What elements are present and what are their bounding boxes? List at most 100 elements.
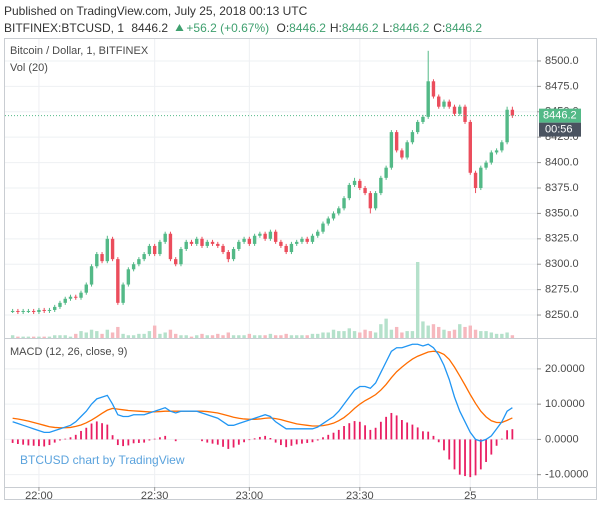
histogram-bar: [232, 439, 235, 448]
volume-bar: [342, 331, 346, 338]
candle-body: [489, 152, 494, 163]
histogram-bar: [306, 439, 309, 443]
candle-body: [279, 241, 283, 246]
volume-bar: [168, 329, 173, 338]
candle-body: [358, 180, 362, 188]
volume-bar: [121, 333, 125, 338]
candle-body: [421, 116, 425, 122]
candle-body: [89, 266, 94, 285]
histogram-bar: [269, 438, 272, 440]
histogram-bar: [301, 439, 303, 444]
histogram-bar: [469, 439, 472, 478]
histogram-bar: [264, 435, 267, 440]
candle-body: [442, 101, 446, 107]
histogram-bar: [390, 412, 393, 440]
candle-body: [310, 235, 315, 242]
marks-layer: [5, 50, 537, 478]
change: +56.2 (+0.67%): [186, 21, 270, 35]
candle-body: [210, 241, 215, 244]
candle-body: [505, 109, 509, 143]
volume-bar: [10, 335, 15, 338]
volume-bar: [21, 336, 25, 338]
histogram-bar: [222, 439, 224, 447]
histogram-bar: [474, 439, 477, 476]
candle-body: [74, 296, 78, 298]
candle-body: [163, 233, 167, 242]
volume-bar: [331, 329, 336, 338]
volume-bar: [47, 336, 52, 338]
volume-bar: [494, 333, 499, 338]
y-tick-label: 20.0000: [545, 363, 585, 375]
histogram-bar: [464, 439, 466, 477]
candle-body: [231, 248, 236, 260]
volume-bar: [200, 333, 204, 338]
histogram-bar: [490, 439, 493, 455]
volume-bar: [373, 332, 378, 338]
y-tick-label: 8350.0: [545, 207, 579, 219]
volume-bar: [284, 333, 288, 338]
histogram-bar: [59, 439, 61, 441]
histogram-bar: [159, 437, 161, 440]
frame: [4, 38, 597, 500]
histogram-bar: [290, 439, 293, 446]
histogram-bar: [448, 439, 451, 460]
volume-bar: [31, 336, 36, 338]
candle-body: [431, 81, 436, 97]
volume-bar: [237, 335, 241, 338]
candle-body: [252, 235, 257, 244]
ohlc-value: 8446.2: [392, 21, 430, 35]
candle-body: [137, 259, 141, 265]
histogram-bar: [500, 438, 503, 440]
candle-body: [484, 162, 488, 168]
volume-bar: [310, 333, 315, 338]
y-tick-label: 8325.0: [545, 233, 579, 245]
volume-layer: [10, 262, 515, 338]
ohlc-label: H:: [329, 21, 342, 35]
histogram-bar: [337, 429, 340, 440]
volume-bar: [415, 262, 420, 338]
histogram-bar: [90, 423, 93, 440]
volume-bar: [363, 329, 367, 338]
candle-body: [142, 254, 146, 260]
volume-bar: [84, 332, 88, 338]
candle-body: [200, 238, 204, 246]
histogram-bar: [348, 423, 351, 440]
candle-body: [37, 309, 41, 312]
candle-body: [226, 252, 231, 260]
histogram-bar: [38, 439, 40, 447]
candle-body: [458, 106, 462, 114]
ohlc-value: 8446.2: [341, 21, 379, 35]
ohlc: O:8446.2 H:8446.2 L:8446.2 C:8446.2: [277, 21, 487, 35]
histogram-bar: [174, 439, 177, 442]
candle-body: [189, 241, 194, 244]
histogram-bar: [280, 439, 282, 446]
candle-body: [389, 132, 394, 168]
volume-bar: [142, 333, 146, 338]
candle-body: [342, 198, 346, 209]
volume-bar: [226, 332, 231, 338]
grid-layer: [5, 38, 537, 487]
volume-bar: [431, 324, 436, 338]
histogram-bar: [332, 432, 335, 440]
candle-body: [352, 180, 357, 185]
candle-body: [500, 142, 504, 151]
candle-body: [410, 132, 415, 143]
volume-bar: [468, 325, 472, 338]
candle-body: [379, 177, 383, 194]
candle-body: [273, 231, 278, 242]
histogram-bar: [285, 439, 288, 448]
histogram-bar: [416, 427, 419, 440]
volume-bar: [437, 326, 441, 338]
histogram-bar: [132, 439, 135, 444]
candle-body: [347, 184, 351, 199]
histogram-bar: [322, 437, 324, 440]
candle-body: [384, 167, 388, 178]
candle-body: [121, 284, 125, 303]
volume-bar: [221, 335, 225, 338]
volume-bar: [263, 335, 267, 338]
histogram-bar: [148, 439, 151, 441]
candle-body: [437, 96, 441, 107]
volume-bar: [447, 331, 451, 338]
volume-bar: [89, 329, 94, 338]
